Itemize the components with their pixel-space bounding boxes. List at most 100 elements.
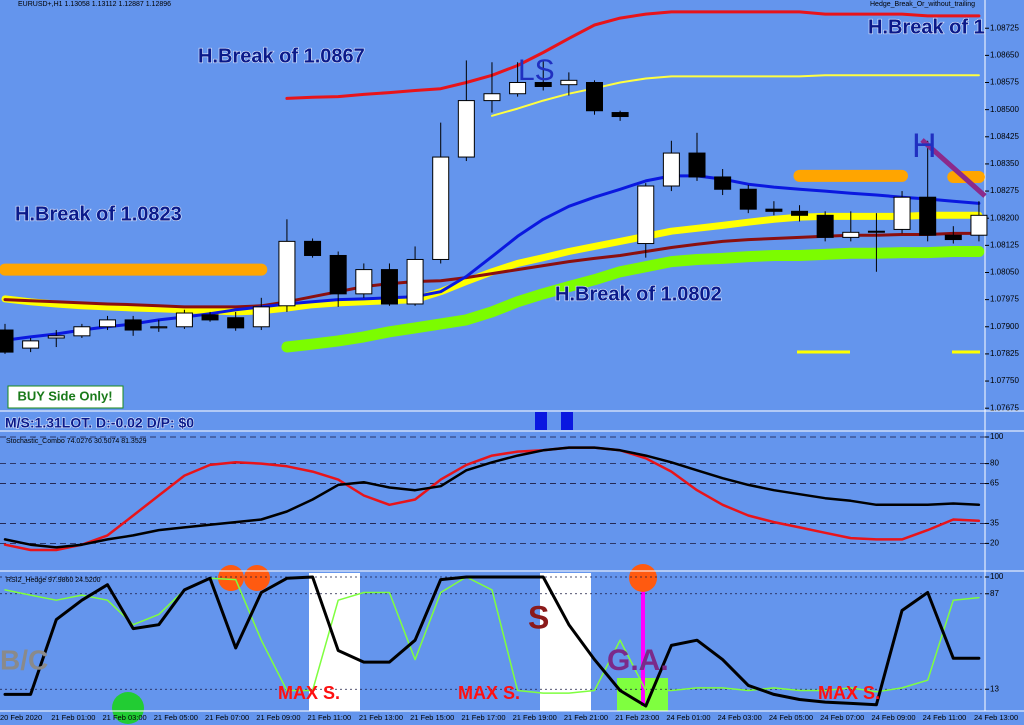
candle-body [791, 210, 809, 216]
annotation: B/C [0, 644, 48, 675]
x-tick-label: 21 Feb 11:00 [308, 713, 352, 722]
candle-body [432, 156, 450, 260]
indicator-line [3, 231, 981, 309]
signal-dot [629, 564, 657, 592]
annotation: H.Break of 1 [868, 16, 985, 38]
y-tick-label: 1.08125 [990, 240, 1019, 249]
candle-body [714, 176, 732, 190]
candle-body [509, 82, 527, 95]
candle-body [970, 214, 988, 236]
button[interactable] [7, 385, 124, 409]
y-tick-label: 1.08725 [990, 23, 1019, 32]
x-tick-label: 21 Feb 17:00 [461, 713, 505, 722]
candle-body [201, 314, 219, 321]
indicator-line [3, 174, 981, 342]
x-tick-label: 21 Feb 09:00 [256, 713, 300, 722]
y-tick-label: 1.08275 [990, 186, 1019, 195]
candle-body [765, 208, 783, 212]
candle-body [611, 112, 629, 118]
annotation: H.Break of 1.0802 [555, 283, 722, 305]
y-tick-label: 80 [990, 459, 999, 468]
x-tick-label: 24 Feb 11:00 [923, 713, 967, 722]
y-tick-label: 35 [990, 519, 999, 528]
candle-body [919, 196, 937, 236]
x-tick-label: 24 Feb 05:00 [769, 713, 813, 722]
x-tick-label: 24 Feb 07:00 [820, 713, 864, 722]
y-tick-label: 1.08050 [990, 268, 1019, 277]
pane-title: RSI2_Hedge 97.9860 24.5200 [6, 577, 101, 584]
indicator-line [3, 446, 981, 549]
candle-body [867, 230, 885, 233]
x-tick-label: 21 Feb 05:00 [154, 713, 198, 722]
y-tick-label: 1.08425 [990, 132, 1019, 141]
candle-body [278, 240, 296, 307]
candle-body [662, 152, 680, 187]
x-tick-label: 21 Feb 03:00 [103, 713, 147, 722]
annotation: LS [518, 54, 555, 87]
annotation: MAX S. [818, 683, 880, 703]
y-tick-label: 65 [990, 479, 999, 488]
annotation: H.Break of 1.0823 [15, 203, 182, 225]
indicator-line [281, 246, 985, 353]
marks: 1.07675 1.07750 1.07825 1.07900 1.07975 1.080… [0, 10, 1019, 722]
x-tick-label: 24 Feb 09:00 [871, 713, 915, 722]
y-tick-label: 1.08200 [990, 213, 1019, 222]
button-label[interactable]: BUY Side Only! [17, 388, 112, 403]
y-tick-label: 13 [990, 684, 999, 693]
x-tick-label: 21 Feb 01:00 [51, 713, 95, 722]
indicator-name: Hedge_Break_Or_without_trailing [870, 1, 975, 8]
x-tick-label: 21 Feb 07:00 [205, 713, 249, 722]
y-tick-label: 20 [990, 539, 999, 548]
annotation: H.Break of 1.0867 [198, 45, 365, 67]
signal-square [561, 412, 573, 430]
candle-body [688, 152, 706, 178]
candle-body [47, 335, 65, 339]
annotation: MAX S. [458, 683, 520, 703]
candle-body [150, 326, 168, 329]
candle-body [739, 188, 757, 210]
status: M/S:1.31LOT. D:-0.02 D/P: $0 [5, 415, 194, 431]
y-tick-label: 1.08650 [990, 50, 1019, 59]
x-tick-label: 24 Feb 03:00 [718, 713, 762, 722]
x-tick-label: 24 Feb 13:00 [974, 713, 1018, 722]
y-tick-label: 1.07825 [990, 349, 1019, 358]
indicator-line [4, 576, 980, 694]
chart-title: EURUSD+,H1 1.13058 1.13112 1.12887 1.128… [18, 1, 171, 8]
signal-dot [112, 692, 144, 724]
candle-body [0, 329, 14, 353]
y-tick-label: 100 [990, 572, 1004, 581]
y-tick-label: 1.07675 [990, 403, 1019, 412]
indicator-line [1, 211, 983, 316]
indicator-line [3, 446, 981, 552]
candle-body [534, 82, 552, 87]
indicator-line [285, 10, 981, 100]
annotation: S [528, 599, 549, 635]
candle-body [252, 306, 270, 328]
candle-body [22, 340, 40, 349]
candle-body [329, 254, 347, 295]
pane-title: Stochastic_Combo 74.0276 30.5074 81.3529 [6, 438, 147, 445]
signal-square [535, 412, 547, 430]
candle-body [585, 82, 603, 112]
candle-body [124, 319, 142, 331]
y-tick-label: 1.08575 [990, 78, 1019, 87]
x-tick-label: 21 Feb 13:00 [359, 713, 403, 722]
candle-body [304, 240, 322, 256]
signal-dot [244, 565, 270, 591]
y-tick-label: 1.08500 [990, 105, 1019, 114]
candle-body [457, 100, 475, 158]
x-tick-label: 21 Feb 21:00 [564, 713, 608, 722]
x-tick-label: 21 Feb 19:00 [513, 713, 557, 722]
indicator-line [3, 575, 981, 708]
x-tick-label: 20 Feb 2020 [0, 713, 42, 722]
y-tick-label: 1.07750 [990, 376, 1019, 385]
candle-body [380, 269, 398, 305]
candle-body [560, 79, 578, 86]
candle-body [893, 196, 911, 230]
candle-body [637, 185, 655, 245]
y-tick-label: 1.08350 [990, 159, 1019, 168]
y-tick-label: 1.07975 [990, 295, 1019, 304]
candle-body [175, 312, 193, 328]
x-tick-label: 21 Feb 15:00 [410, 713, 454, 722]
